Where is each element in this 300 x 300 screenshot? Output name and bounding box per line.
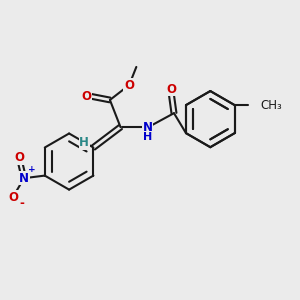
Text: N: N bbox=[19, 172, 29, 185]
Text: CH₃: CH₃ bbox=[260, 99, 282, 112]
Text: H: H bbox=[79, 136, 89, 149]
Text: O: O bbox=[9, 191, 19, 204]
Text: O: O bbox=[81, 89, 91, 103]
Text: O: O bbox=[166, 83, 176, 96]
Text: N: N bbox=[142, 121, 153, 134]
Text: +: + bbox=[28, 165, 36, 174]
Text: O: O bbox=[124, 79, 134, 92]
Text: O: O bbox=[14, 151, 24, 164]
Text: -: - bbox=[19, 197, 24, 210]
Text: H: H bbox=[143, 132, 152, 142]
